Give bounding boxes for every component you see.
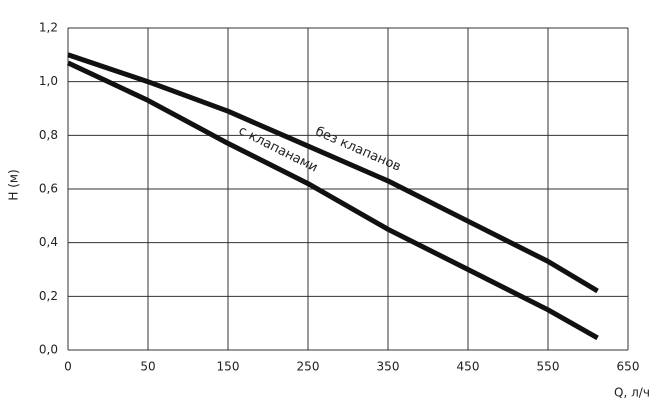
x-tick-label: 50 <box>140 360 155 374</box>
y-tick-label: 0,6 <box>39 182 58 196</box>
y-tick-label: 1,2 <box>39 21 58 35</box>
series-line <box>67 52 599 294</box>
x-tick-label: 150 <box>217 360 240 374</box>
x-tick-label: 0 <box>64 360 72 374</box>
x-tick-label: 650 <box>617 360 640 374</box>
y-tick-label: 0,0 <box>39 343 58 357</box>
y-axis-label: H (м) <box>7 169 21 200</box>
x-tick-label: 550 <box>537 360 560 374</box>
series-line <box>66 60 599 341</box>
x-tick-label: 250 <box>297 360 320 374</box>
y-tick-label: 0,2 <box>39 289 58 303</box>
y-tick-label: 1,0 <box>39 74 58 88</box>
x-tick-label: 450 <box>457 360 480 374</box>
y-tick-label: 0,4 <box>39 235 58 249</box>
x-axis-label: Q, л/ч <box>614 386 650 400</box>
y-tick-label: 0,8 <box>39 128 58 142</box>
x-tick-label: 350 <box>377 360 400 374</box>
